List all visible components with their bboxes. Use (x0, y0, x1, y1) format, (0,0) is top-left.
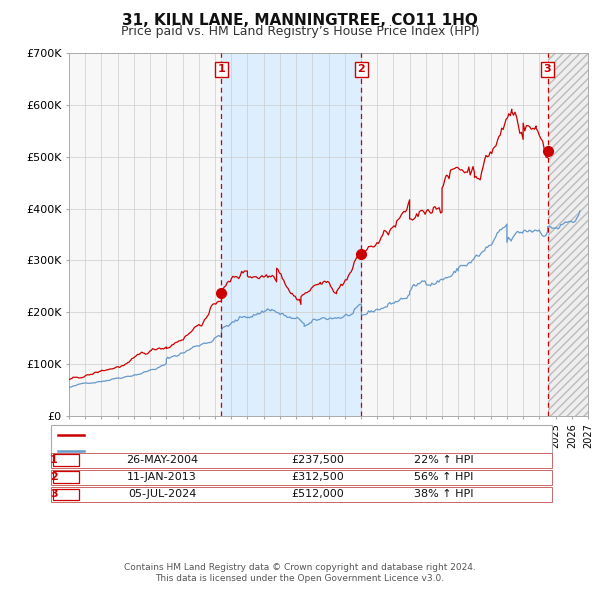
Text: 3: 3 (544, 64, 551, 74)
Bar (548, 53, 588, 416)
Text: 11-JAN-2013: 11-JAN-2013 (127, 473, 197, 482)
Text: 2: 2 (50, 473, 58, 482)
Bar (221, 53, 361, 416)
Text: This data is licensed under the Open Government Licence v3.0.: This data is licensed under the Open Gov… (155, 574, 445, 583)
Text: £312,500: £312,500 (292, 473, 344, 482)
Text: 1: 1 (50, 455, 58, 465)
Text: Price paid vs. HM Land Registry’s House Price Index (HPI): Price paid vs. HM Land Registry’s House … (121, 25, 479, 38)
Text: 22% ↑ HPI: 22% ↑ HPI (414, 455, 474, 465)
Text: 56% ↑ HPI: 56% ↑ HPI (415, 473, 473, 482)
Text: 26-MAY-2004: 26-MAY-2004 (126, 455, 198, 465)
Text: 31, KILN LANE, MANNINGTREE, CO11 1HQ: 31, KILN LANE, MANNINGTREE, CO11 1HQ (122, 13, 478, 28)
Text: Contains HM Land Registry data © Crown copyright and database right 2024.: Contains HM Land Registry data © Crown c… (124, 563, 476, 572)
Text: £237,500: £237,500 (292, 455, 344, 465)
Text: 1: 1 (218, 64, 226, 74)
Text: 05-JUL-2024: 05-JUL-2024 (128, 490, 196, 499)
Text: HPI: Average price, detached house, Tendring: HPI: Average price, detached house, Tend… (89, 446, 326, 456)
Text: 3: 3 (50, 490, 58, 499)
Text: £512,000: £512,000 (292, 490, 344, 499)
Text: 38% ↑ HPI: 38% ↑ HPI (414, 490, 474, 499)
Text: 2: 2 (358, 64, 365, 74)
Text: 31, KILN LANE, MANNINGTREE, CO11 1HQ (detached house): 31, KILN LANE, MANNINGTREE, CO11 1HQ (de… (89, 430, 402, 440)
